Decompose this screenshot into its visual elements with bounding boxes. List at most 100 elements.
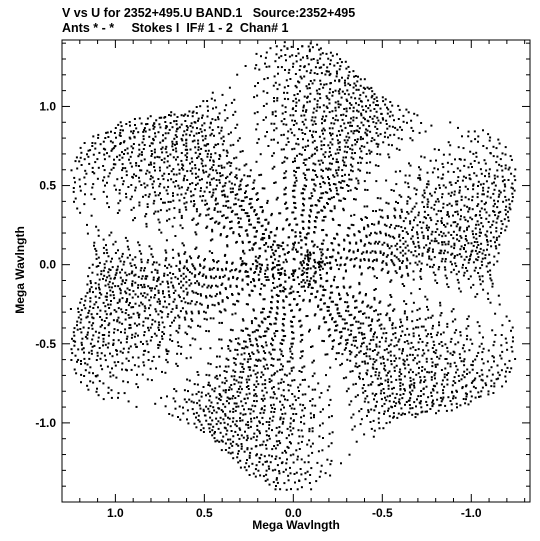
uv-point bbox=[356, 125, 359, 128]
uv-point bbox=[408, 391, 411, 394]
uv-point bbox=[227, 451, 230, 454]
uv-point bbox=[91, 186, 94, 189]
uv-point bbox=[322, 63, 325, 66]
uv-point bbox=[455, 365, 458, 368]
uv-point bbox=[292, 100, 295, 103]
uv-point bbox=[107, 136, 110, 138]
uv-point bbox=[242, 250, 244, 253]
uv-point bbox=[232, 369, 235, 372]
uv-point bbox=[474, 138, 477, 141]
uv-point bbox=[246, 459, 248, 461]
uv-point bbox=[470, 242, 473, 245]
uv-point bbox=[394, 170, 397, 173]
uv-point bbox=[390, 381, 393, 384]
uv-point bbox=[157, 326, 160, 329]
uv-point bbox=[501, 175, 504, 178]
uv-point bbox=[149, 367, 152, 370]
uv-point bbox=[234, 269, 237, 272]
uv-point bbox=[324, 151, 327, 154]
uv-point bbox=[283, 406, 285, 409]
uv-point bbox=[379, 356, 382, 359]
uv-point bbox=[185, 357, 188, 360]
uv-point bbox=[135, 383, 138, 386]
uv-point bbox=[358, 283, 361, 286]
uv-point bbox=[288, 360, 291, 363]
uv-point bbox=[193, 134, 196, 137]
uv-point bbox=[171, 340, 174, 342]
uv-point bbox=[90, 313, 93, 316]
uv-point bbox=[479, 278, 481, 281]
uv-point bbox=[242, 329, 244, 332]
uv-point bbox=[285, 451, 288, 454]
uv-point bbox=[461, 347, 464, 350]
uv-point bbox=[236, 193, 239, 196]
uv-point bbox=[477, 244, 480, 246]
uv-point bbox=[310, 155, 313, 158]
uv-point bbox=[248, 368, 251, 371]
uv-point bbox=[89, 282, 92, 285]
uv-point bbox=[463, 358, 466, 361]
uv-point bbox=[299, 357, 302, 360]
uv-point bbox=[483, 203, 486, 206]
uv-point bbox=[208, 250, 211, 253]
uv-point bbox=[312, 265, 315, 268]
uv-point bbox=[341, 353, 344, 356]
uv-point bbox=[430, 219, 433, 222]
uv-point bbox=[326, 97, 329, 100]
uv-point bbox=[120, 125, 123, 128]
uv-point bbox=[358, 266, 361, 269]
uv-point bbox=[350, 214, 353, 217]
uv-point bbox=[359, 326, 362, 329]
uv-point bbox=[304, 393, 307, 396]
uv-point bbox=[329, 291, 332, 294]
uv-point bbox=[265, 102, 268, 105]
uv-point bbox=[297, 80, 299, 83]
uv-point bbox=[340, 330, 343, 333]
uv-point bbox=[404, 174, 407, 177]
uv-point bbox=[266, 202, 269, 204]
uv-point bbox=[304, 149, 306, 151]
uv-point bbox=[487, 390, 490, 393]
uv-point bbox=[302, 138, 304, 141]
uv-point bbox=[154, 132, 156, 135]
uv-point bbox=[448, 215, 450, 218]
uv-point bbox=[207, 149, 210, 152]
uv-point bbox=[142, 138, 145, 141]
uv-point bbox=[268, 65, 271, 68]
uv-point bbox=[480, 369, 483, 372]
uv-point bbox=[204, 134, 207, 137]
uv-point bbox=[301, 379, 304, 381]
uv-point bbox=[495, 161, 498, 164]
uv-point bbox=[422, 387, 425, 390]
uv-point bbox=[265, 473, 268, 476]
uv-point bbox=[103, 252, 106, 255]
uv-point bbox=[303, 95, 306, 98]
uv-point bbox=[124, 290, 127, 293]
uv-point bbox=[209, 347, 212, 350]
uv-point bbox=[167, 173, 170, 175]
uv-point bbox=[265, 51, 268, 54]
uv-point bbox=[322, 317, 325, 320]
uv-point bbox=[235, 405, 238, 408]
uv-point bbox=[199, 347, 202, 350]
uv-point bbox=[350, 416, 353, 419]
uv-point bbox=[447, 243, 450, 246]
uv-point bbox=[318, 396, 321, 399]
uv-point bbox=[196, 127, 198, 130]
uv-point bbox=[128, 293, 131, 296]
uv-point bbox=[301, 120, 304, 123]
uv-point bbox=[188, 110, 191, 113]
uv-point bbox=[358, 310, 360, 313]
uv-point bbox=[449, 144, 452, 147]
uv-point bbox=[430, 206, 433, 209]
uv-point bbox=[316, 99, 319, 102]
uv-point bbox=[347, 310, 350, 313]
uv-point bbox=[468, 371, 471, 374]
uv-point bbox=[450, 234, 453, 236]
uv-point bbox=[311, 240, 313, 243]
uv-point bbox=[327, 197, 330, 200]
uv-point bbox=[339, 199, 342, 202]
uv-point bbox=[429, 192, 432, 195]
uv-point bbox=[158, 123, 161, 126]
uv-point bbox=[113, 331, 115, 334]
